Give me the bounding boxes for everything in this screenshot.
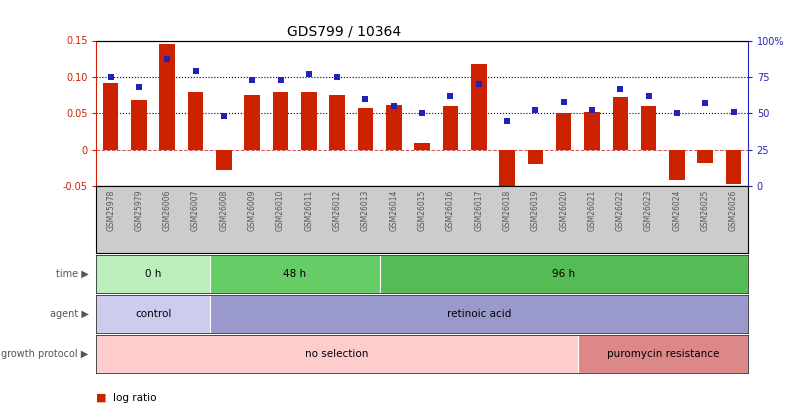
- Point: [274, 77, 287, 83]
- Text: 96 h: 96 h: [552, 269, 574, 279]
- Point: [726, 109, 739, 115]
- Text: growth protocol ▶: growth protocol ▶: [1, 349, 88, 359]
- Bar: [131, 100, 147, 150]
- Text: GSM26017: GSM26017: [474, 190, 483, 231]
- Point: [585, 107, 597, 114]
- Point: [189, 68, 202, 75]
- Bar: [725, 150, 740, 184]
- Point: [161, 56, 173, 63]
- Text: control: control: [135, 309, 171, 319]
- Point: [132, 84, 145, 90]
- Point: [330, 74, 343, 80]
- Text: GSM26019: GSM26019: [530, 190, 539, 231]
- Text: GSM26018: GSM26018: [502, 190, 511, 231]
- Text: GSM26021: GSM26021: [587, 190, 596, 231]
- Point: [556, 98, 569, 105]
- Point: [670, 110, 683, 117]
- Text: 0 h: 0 h: [145, 269, 161, 279]
- Text: no selection: no selection: [305, 349, 369, 359]
- Bar: [640, 106, 655, 150]
- Point: [500, 117, 513, 124]
- Text: GSM26009: GSM26009: [247, 190, 256, 231]
- Text: log ratio: log ratio: [112, 393, 156, 403]
- Point: [642, 93, 654, 99]
- Bar: [414, 143, 430, 150]
- Point: [246, 77, 259, 83]
- Bar: [329, 95, 344, 150]
- Bar: [499, 150, 514, 190]
- Text: retinoic acid: retinoic acid: [446, 309, 510, 319]
- Text: GSM25978: GSM25978: [106, 190, 115, 231]
- Bar: [527, 150, 543, 164]
- Point: [359, 96, 372, 102]
- Bar: [159, 44, 175, 150]
- Point: [387, 103, 400, 109]
- Bar: [272, 92, 288, 150]
- Text: GSM26007: GSM26007: [191, 190, 200, 231]
- Bar: [584, 112, 599, 150]
- Text: GSM26014: GSM26014: [389, 190, 397, 231]
- Point: [613, 85, 626, 92]
- Bar: [668, 150, 684, 181]
- Text: GSM26023: GSM26023: [643, 190, 652, 231]
- Bar: [96, 295, 210, 333]
- Bar: [379, 255, 747, 293]
- Text: GSM26020: GSM26020: [558, 190, 568, 231]
- Bar: [357, 108, 373, 150]
- Bar: [96, 335, 577, 373]
- Point: [443, 93, 456, 99]
- Bar: [612, 97, 627, 150]
- Bar: [103, 83, 118, 150]
- Text: agent ▶: agent ▶: [50, 309, 88, 319]
- Bar: [216, 150, 231, 170]
- Bar: [244, 95, 259, 150]
- Text: 48 h: 48 h: [283, 269, 306, 279]
- Point: [415, 110, 428, 117]
- Point: [302, 71, 315, 77]
- Text: GSM26006: GSM26006: [162, 190, 172, 231]
- Text: GSM26010: GSM26010: [275, 190, 285, 231]
- Text: puromycin resistance: puromycin resistance: [605, 349, 718, 359]
- Bar: [577, 335, 747, 373]
- Bar: [385, 104, 401, 150]
- Text: GSM26016: GSM26016: [446, 190, 454, 231]
- Text: GSM26015: GSM26015: [417, 190, 426, 231]
- Bar: [555, 113, 571, 150]
- Bar: [696, 150, 712, 163]
- Bar: [471, 64, 486, 150]
- Bar: [210, 255, 379, 293]
- Text: GSM26013: GSM26013: [361, 190, 369, 231]
- Point: [528, 107, 541, 114]
- Text: GSM26008: GSM26008: [219, 190, 228, 231]
- Text: GSM26011: GSM26011: [304, 190, 313, 231]
- Bar: [300, 92, 316, 150]
- Point: [698, 100, 711, 107]
- Text: GSM26024: GSM26024: [671, 190, 681, 231]
- Point: [471, 81, 484, 87]
- Text: time ▶: time ▶: [55, 269, 88, 279]
- Text: GDS799 / 10364: GDS799 / 10364: [287, 24, 401, 38]
- Text: GSM26012: GSM26012: [332, 190, 341, 231]
- Point: [217, 113, 230, 119]
- Bar: [442, 106, 458, 150]
- Bar: [96, 255, 210, 293]
- Text: GSM26025: GSM26025: [700, 190, 709, 231]
- Text: GSM26022: GSM26022: [615, 190, 624, 231]
- Bar: [210, 295, 747, 333]
- Text: GSM26026: GSM26026: [728, 190, 737, 231]
- Text: ■: ■: [96, 393, 107, 403]
- Text: GSM25979: GSM25979: [134, 190, 143, 231]
- Bar: [188, 92, 203, 150]
- Point: [104, 74, 117, 80]
